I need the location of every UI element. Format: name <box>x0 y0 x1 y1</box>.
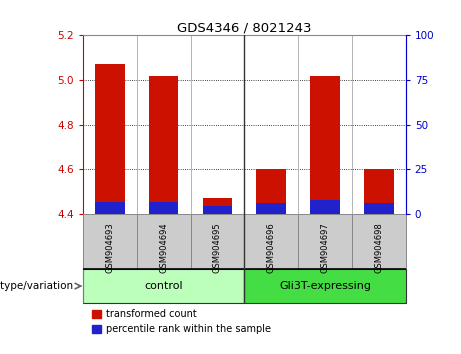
Bar <box>203 206 232 214</box>
Text: GSM904694: GSM904694 <box>159 222 168 273</box>
Bar <box>149 75 178 214</box>
Bar <box>244 269 406 303</box>
Text: GSM904696: GSM904696 <box>267 222 276 273</box>
Bar <box>83 269 244 303</box>
Legend: transformed count, percentile rank within the sample: transformed count, percentile rank withi… <box>88 306 275 338</box>
Text: genotype/variation: genotype/variation <box>0 281 74 291</box>
Bar <box>364 203 394 214</box>
Bar <box>256 203 286 214</box>
Text: GSM904693: GSM904693 <box>106 222 114 273</box>
Bar <box>95 202 124 214</box>
Bar <box>364 169 394 214</box>
Bar <box>310 75 340 214</box>
Bar <box>137 214 190 269</box>
Bar <box>310 200 340 214</box>
Text: GSM904695: GSM904695 <box>213 222 222 273</box>
Text: Gli3T-expressing: Gli3T-expressing <box>279 281 371 291</box>
Bar <box>83 214 137 269</box>
Bar <box>203 198 232 214</box>
Bar <box>352 214 406 269</box>
Bar <box>256 169 286 214</box>
Bar <box>95 64 124 214</box>
Bar <box>149 202 178 214</box>
Bar <box>244 214 298 269</box>
Text: GSM904698: GSM904698 <box>374 222 383 273</box>
Bar <box>190 214 244 269</box>
Text: control: control <box>144 281 183 291</box>
Title: GDS4346 / 8021243: GDS4346 / 8021243 <box>177 21 312 34</box>
Bar <box>298 214 352 269</box>
Text: GSM904697: GSM904697 <box>320 222 330 273</box>
